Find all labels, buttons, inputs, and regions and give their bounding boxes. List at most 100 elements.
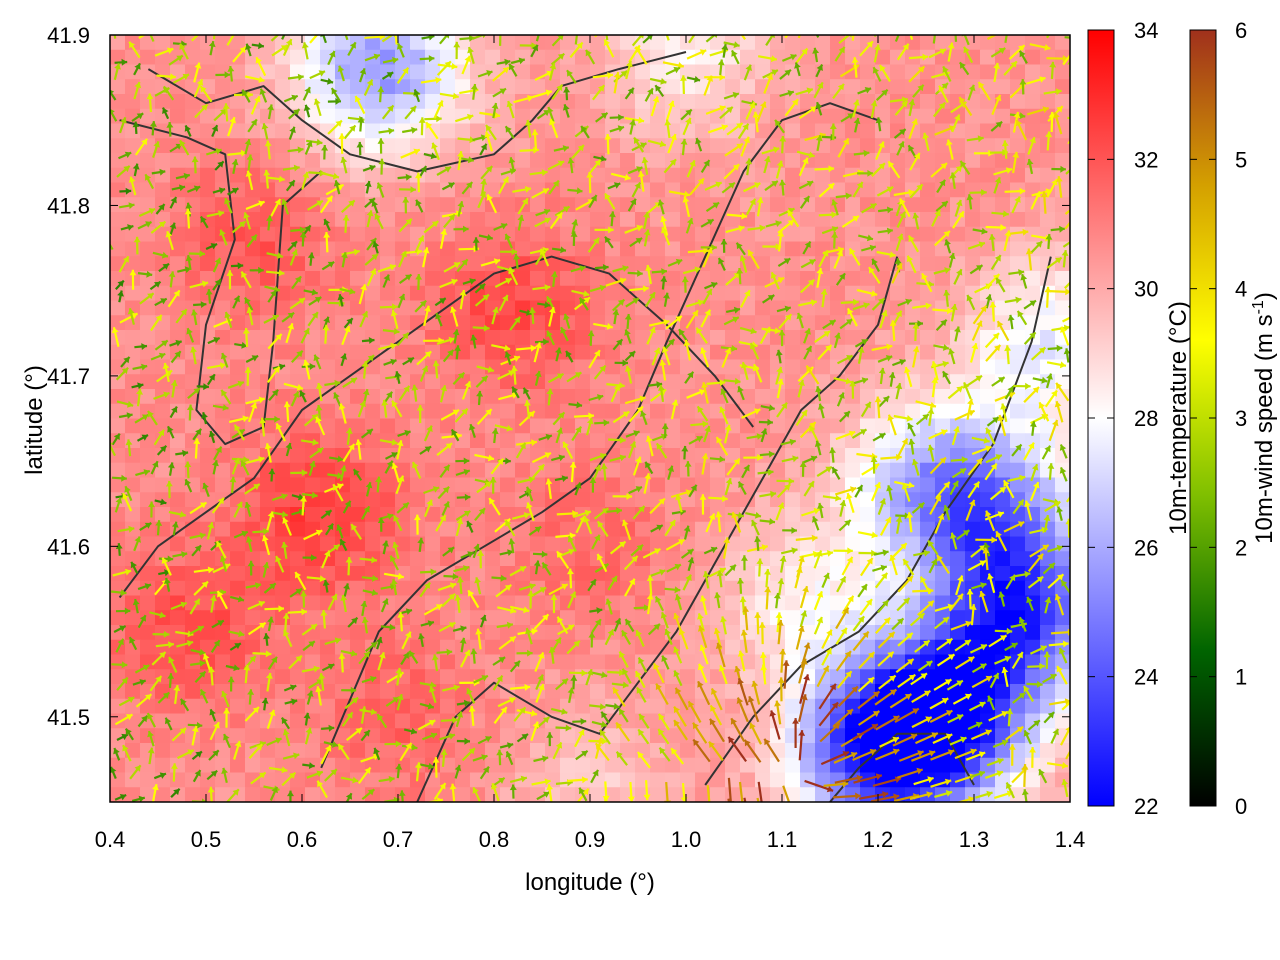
heatmap-cell [965, 49, 981, 66]
heatmap-cell [515, 64, 531, 80]
heatmap-cell [185, 49, 201, 66]
heatmap-cell [785, 625, 801, 641]
heatmap-cell [485, 79, 501, 95]
heatmap-cell [545, 359, 561, 375]
heatmap-cell [1025, 226, 1041, 243]
heatmap-cell [1025, 315, 1041, 331]
heatmap-cell [380, 94, 396, 110]
heatmap-cell [740, 757, 756, 774]
heatmap-cell [575, 492, 591, 508]
heatmap-cell [275, 462, 291, 479]
heatmap-cell [620, 212, 636, 228]
heatmap-cell [335, 507, 351, 523]
heatmap-cell [950, 507, 966, 523]
heatmap-cell [275, 226, 291, 243]
heatmap-cell [575, 153, 591, 169]
heatmap-cell [230, 698, 246, 715]
heatmap-cell [215, 241, 231, 257]
heatmap-cell [770, 285, 786, 302]
heatmap-cell [290, 625, 306, 641]
heatmap-cell [395, 300, 411, 316]
heatmap-cell [830, 167, 846, 184]
heatmap-cell [470, 79, 486, 95]
heatmap-cell [305, 271, 321, 287]
heatmap-cell [740, 772, 756, 788]
heatmap-cell [215, 507, 231, 523]
heatmap-cell [605, 256, 621, 272]
heatmap-cell [245, 772, 261, 788]
heatmap-cell [155, 35, 171, 51]
heatmap-cell [335, 49, 351, 66]
wind-arrow-head [905, 21, 912, 27]
heatmap-cell [860, 212, 876, 228]
heatmap-cell [470, 389, 486, 405]
heatmap-cell [410, 285, 426, 302]
heatmap-cell [305, 580, 321, 597]
heatmap-cell [860, 315, 876, 331]
heatmap-cell [815, 698, 831, 715]
heatmap-cell [515, 757, 531, 774]
heatmap-cell [1010, 551, 1026, 567]
heatmap-cell [710, 787, 726, 802]
heatmap-cell [500, 315, 516, 331]
heatmap-cell [545, 315, 561, 331]
heatmap-cell [305, 595, 321, 611]
heatmap-cell [140, 536, 156, 552]
heatmap-cell [1025, 403, 1041, 420]
heatmap-cell [590, 138, 606, 154]
heatmap-cell [980, 197, 996, 213]
heatmap-cell [1055, 787, 1070, 802]
heatmap-cell [815, 197, 831, 213]
heatmap-cell [140, 300, 156, 316]
heatmap-cell [935, 389, 951, 405]
wind-arrow-head [896, 28, 902, 34]
heatmap-cell [1040, 241, 1056, 257]
heatmap-cell [890, 566, 906, 582]
heatmap-cell [500, 713, 516, 729]
heatmap-cell [650, 330, 666, 346]
heatmap-cell [785, 462, 801, 479]
heatmap-cell [785, 507, 801, 523]
heatmap-cell [680, 271, 696, 287]
wind-arrow-head [1080, 97, 1086, 104]
heatmap-cell [650, 123, 666, 139]
heatmap-cell [125, 182, 141, 198]
heatmap-cell [455, 167, 471, 184]
heatmap-cell [320, 153, 336, 169]
heatmap-cell [1025, 536, 1041, 552]
heatmap-cell [230, 79, 246, 95]
heatmap-cell [440, 241, 456, 257]
heatmap-cell [815, 49, 831, 66]
heatmap-cell [560, 138, 576, 154]
heatmap-cell [545, 728, 561, 744]
heatmap-cell [485, 182, 501, 198]
wind-arrow-head [149, 28, 156, 34]
heatmap-cell [980, 123, 996, 139]
heatmap-cell [845, 448, 861, 464]
heatmap-cell [335, 108, 351, 125]
heatmap-cell [335, 610, 351, 626]
heatmap-cell [560, 757, 576, 774]
heatmap-cell [605, 772, 621, 788]
heatmap-cell [485, 271, 501, 287]
heatmap-cell [1010, 344, 1026, 361]
heatmap-cell [170, 256, 186, 272]
heatmap-cell [815, 123, 831, 139]
heatmap-cell [350, 79, 366, 95]
heatmap-cell [680, 743, 696, 759]
heatmap-cell [605, 462, 621, 479]
heatmap-cell [830, 64, 846, 80]
wind-arrow-head [1050, 23, 1056, 30]
heatmap-cell [635, 580, 651, 597]
heatmap-cell [110, 698, 126, 715]
heatmap-cell [605, 94, 621, 110]
heatmap-cell [485, 153, 501, 169]
heatmap-cell [965, 212, 981, 228]
heatmap-cell [140, 256, 156, 272]
heatmap-cell [1055, 536, 1070, 552]
heatmap-cell [695, 94, 711, 110]
heatmap-cell [905, 167, 921, 184]
heatmap-cell [815, 226, 831, 243]
heatmap-cell [845, 138, 861, 154]
heatmap-cell [605, 79, 621, 95]
